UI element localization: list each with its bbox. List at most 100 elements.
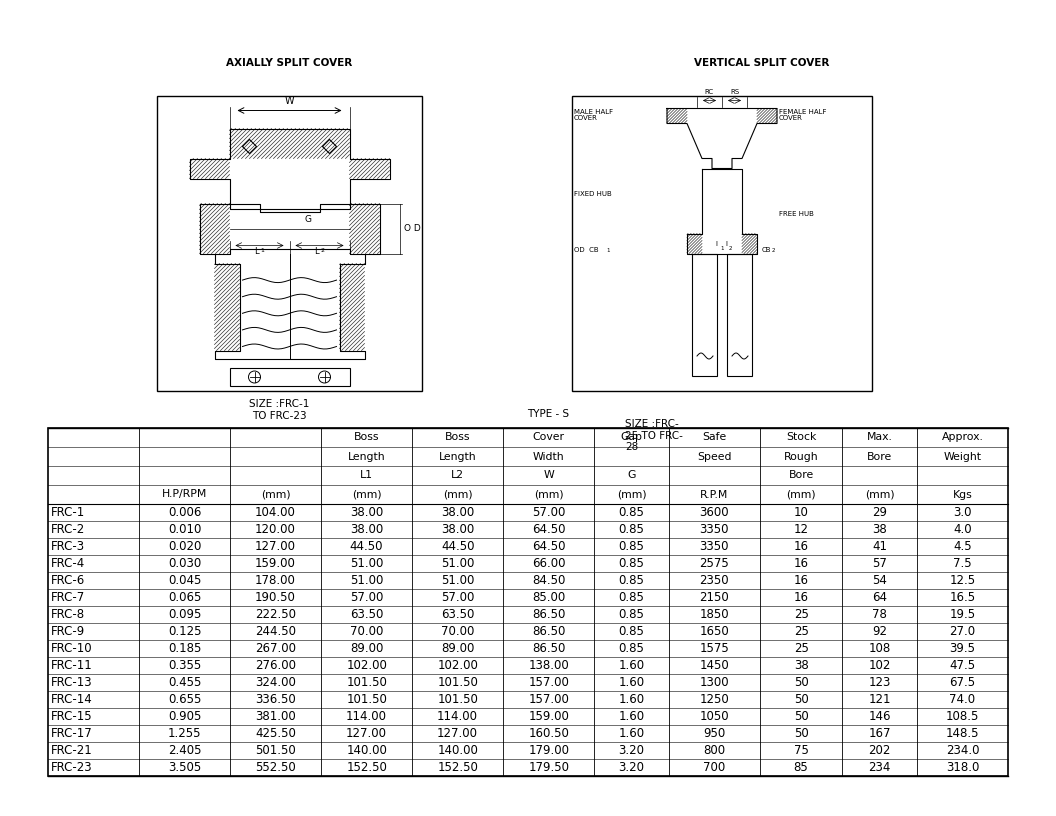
Text: 84.50: 84.50	[532, 574, 565, 587]
Text: FEMALE HALF
COVER: FEMALE HALF COVER	[779, 109, 827, 122]
Text: G: G	[627, 471, 636, 481]
Bar	[157, 96, 422, 391]
Bar	[572, 96, 872, 391]
Text: 19.5: 19.5	[949, 608, 976, 621]
Text: 101.50: 101.50	[346, 676, 388, 689]
Text: 38.00: 38.00	[350, 506, 383, 519]
Bar	[742, 233, 757, 254]
Text: FREE HUB: FREE HUB	[779, 211, 814, 216]
Text: 2350: 2350	[699, 574, 729, 587]
Text: 70.00: 70.00	[441, 625, 474, 638]
Text: 244.50: 244.50	[256, 625, 296, 638]
Text: FRC-7: FRC-7	[51, 591, 86, 604]
Bar	[229, 128, 350, 158]
Text: 3.20: 3.20	[619, 761, 644, 774]
Text: 1.60: 1.60	[619, 710, 644, 723]
Text: Bore: Bore	[789, 471, 814, 481]
Text: 552.50: 552.50	[256, 761, 296, 774]
Bar	[350, 203, 379, 254]
Text: 179.50: 179.50	[528, 761, 569, 774]
Text: FRC-3: FRC-3	[51, 540, 86, 553]
Text: Length: Length	[347, 451, 385, 462]
Text: 38.00: 38.00	[441, 523, 474, 536]
Text: 318.0: 318.0	[946, 761, 979, 774]
Text: 38.00: 38.00	[441, 506, 474, 519]
Text: 51.00: 51.00	[350, 557, 383, 570]
Text: FRC-9: FRC-9	[51, 625, 86, 638]
Text: 4.0: 4.0	[954, 523, 972, 536]
Text: 50: 50	[794, 693, 809, 706]
Text: 85: 85	[794, 761, 809, 774]
Text: 38.00: 38.00	[350, 523, 383, 536]
Text: (mm): (mm)	[617, 490, 646, 499]
Text: FRC-17: FRC-17	[51, 727, 93, 740]
Text: W: W	[544, 471, 554, 481]
Text: 114.00: 114.00	[437, 710, 478, 723]
Text: 140.00: 140.00	[346, 744, 388, 757]
Text: 267.00: 267.00	[256, 642, 296, 655]
Text: 89.00: 89.00	[350, 642, 383, 655]
Text: 324.00: 324.00	[256, 676, 296, 689]
Text: 64.50: 64.50	[532, 540, 565, 553]
Text: 4.5: 4.5	[954, 540, 972, 553]
Text: 127.00: 127.00	[346, 727, 388, 740]
Text: 51.00: 51.00	[441, 557, 474, 570]
Text: 0.010: 0.010	[168, 523, 202, 536]
Text: 25: 25	[794, 608, 809, 621]
Bar	[48, 428, 1008, 776]
Text: 57.00: 57.00	[350, 591, 383, 604]
Text: O D: O D	[403, 224, 420, 233]
Text: 1050: 1050	[699, 710, 729, 723]
Text: RS: RS	[731, 90, 739, 95]
Text: 64: 64	[872, 591, 887, 604]
Text: 0.045: 0.045	[168, 574, 202, 587]
Text: 39.5: 39.5	[949, 642, 976, 655]
Text: 1450: 1450	[699, 659, 729, 672]
Text: 0.006: 0.006	[168, 506, 202, 519]
Text: 57.00: 57.00	[441, 591, 474, 604]
Text: (mm): (mm)	[534, 490, 564, 499]
Bar	[687, 233, 702, 254]
Text: 74.0: 74.0	[949, 693, 976, 706]
Text: 67.5: 67.5	[949, 676, 976, 689]
Text: 70.00: 70.00	[350, 625, 383, 638]
Text: 16: 16	[794, 540, 809, 553]
Text: 127.00: 127.00	[256, 540, 296, 553]
Text: 381.00: 381.00	[256, 710, 296, 723]
Bar	[339, 264, 364, 351]
Text: 16: 16	[794, 574, 809, 587]
Bar	[200, 203, 229, 254]
Text: 1650: 1650	[699, 625, 729, 638]
Text: 44.50: 44.50	[350, 540, 383, 553]
Text: CB: CB	[762, 247, 772, 254]
Text: 1.60: 1.60	[619, 727, 644, 740]
Text: 501.50: 501.50	[256, 744, 296, 757]
Text: Weight: Weight	[943, 451, 981, 462]
Text: 0.85: 0.85	[619, 506, 644, 519]
Text: 2150: 2150	[699, 591, 729, 604]
Bar	[189, 158, 229, 179]
Text: 63.50: 63.50	[441, 608, 474, 621]
Text: 234: 234	[868, 761, 891, 774]
Text: 1.255: 1.255	[168, 727, 202, 740]
Text: L: L	[254, 246, 259, 255]
Text: 0.125: 0.125	[168, 625, 202, 638]
Text: 336.50: 336.50	[256, 693, 296, 706]
Text: 148.5: 148.5	[946, 727, 979, 740]
Text: 89.00: 89.00	[441, 642, 474, 655]
Text: 86.50: 86.50	[532, 642, 565, 655]
Text: SIZE :FRC-
25 TO FRC-
28: SIZE :FRC- 25 TO FRC- 28	[625, 419, 683, 452]
Text: 41: 41	[872, 540, 887, 553]
Text: 2: 2	[729, 246, 733, 251]
Text: W: W	[285, 96, 295, 107]
Text: FRC-23: FRC-23	[51, 761, 93, 774]
Text: 78: 78	[872, 608, 887, 621]
Text: 167: 167	[868, 727, 891, 740]
Text: 57.00: 57.00	[532, 506, 565, 519]
Text: 1.60: 1.60	[619, 659, 644, 672]
Text: 1: 1	[720, 246, 723, 251]
Text: 114.00: 114.00	[346, 710, 388, 723]
Text: 7.5: 7.5	[954, 557, 972, 570]
Text: 85.00: 85.00	[532, 591, 565, 604]
Bar	[727, 254, 752, 376]
